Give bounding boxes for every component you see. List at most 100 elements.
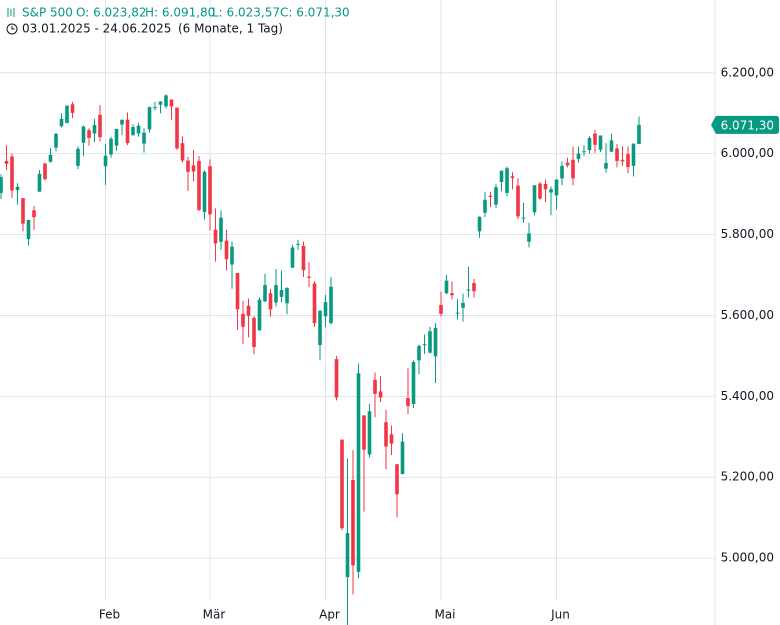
candle-body	[477, 216, 482, 232]
grid	[0, 0, 715, 600]
candle-body	[340, 439, 344, 529]
candle-body	[461, 302, 465, 308]
candle-body	[395, 464, 399, 495]
candle-body	[527, 233, 531, 242]
candle-body	[136, 125, 141, 134]
candle-body	[417, 345, 421, 361]
candle-body	[483, 199, 487, 213]
candle-body	[428, 331, 432, 353]
header: S&P 500 O: 6.023,82 H: 6.091,80 L: 6.023…	[6, 6, 350, 36]
candle-body	[65, 105, 69, 123]
candle-body	[521, 217, 526, 219]
candle-body	[488, 195, 493, 197]
candles	[0, 94, 641, 625]
y-tick-label: 5.200,00	[721, 470, 774, 484]
candle-body	[301, 245, 306, 271]
candle-body	[0, 177, 3, 193]
candle-body	[48, 154, 53, 162]
candle-body	[54, 133, 58, 148]
candle-body	[4, 160, 9, 164]
candle-body	[10, 156, 14, 191]
candle-body	[323, 302, 328, 317]
candle-body	[400, 441, 405, 474]
candle-body	[345, 533, 350, 578]
candle-body	[367, 411, 372, 455]
y-tick-label: 5.000,00	[721, 551, 774, 565]
candle-body	[213, 229, 218, 244]
candle-body	[356, 373, 361, 572]
candle-body	[164, 95, 168, 107]
ohlc-low: L: 6.023,57	[212, 6, 280, 20]
y-tick-label: 6.200,00	[721, 65, 774, 79]
candle-body	[615, 148, 619, 161]
candle-body	[510, 176, 515, 178]
candle-body	[587, 137, 592, 151]
candle-body	[318, 310, 322, 345]
candle-body	[191, 165, 196, 172]
candle-body	[186, 160, 190, 172]
candle-body	[153, 107, 157, 109]
candle-body	[472, 283, 476, 292]
candle-body	[620, 159, 625, 162]
candle-body	[285, 287, 289, 304]
candle-body	[389, 434, 394, 444]
last-price-label: 6.071,30	[721, 118, 774, 132]
candle-body	[433, 327, 438, 357]
candle-body	[334, 359, 339, 398]
candle-body	[296, 243, 300, 245]
candle-body	[466, 289, 471, 291]
clock-icon	[6, 23, 18, 35]
candle-body	[263, 285, 267, 302]
candle-body	[208, 166, 212, 215]
candle-body	[197, 160, 201, 210]
candle-body	[268, 293, 273, 310]
candle-body	[362, 415, 366, 450]
candle-body	[307, 276, 311, 278]
candle-body	[329, 286, 333, 324]
candle-body	[631, 143, 636, 166]
candle-body	[15, 186, 20, 191]
candle-body	[32, 210, 36, 218]
candle-body	[516, 185, 520, 217]
candle-body	[422, 344, 427, 346]
symbol: S&P 500	[22, 6, 73, 20]
candle-body	[76, 148, 80, 166]
candle-body	[505, 168, 509, 193]
candle-body	[147, 107, 152, 130]
x-tick-label: Feb	[99, 608, 120, 622]
candle-body	[565, 162, 570, 166]
candle-body	[598, 135, 603, 150]
candle-body	[554, 179, 559, 196]
candle-body	[444, 280, 449, 294]
candle-body	[571, 159, 575, 179]
y-tick-label: 5.800,00	[721, 227, 774, 241]
candle-body	[92, 124, 97, 134]
candle-body	[252, 317, 256, 347]
candle-body	[26, 220, 31, 240]
candle-body	[37, 173, 42, 192]
candle-body	[175, 107, 179, 149]
y-tick-label: 6.000,00	[721, 146, 774, 160]
candle-body	[43, 163, 47, 180]
date-range: 03.01.2025 - 24.06.2025	[22, 22, 171, 36]
x-tick-label: Mär	[203, 608, 226, 622]
candle-body	[378, 391, 383, 398]
last-price-tag: 6.071,30	[711, 115, 779, 134]
candle-body	[103, 155, 108, 167]
candle-body	[230, 246, 234, 265]
candle-body	[98, 114, 102, 138]
ohlc-open: O: 6.023,82	[76, 6, 147, 20]
candle-body	[81, 126, 86, 143]
candle-body	[543, 184, 548, 190]
candle-body	[549, 189, 553, 193]
candle-body	[125, 119, 130, 144]
candle-body	[169, 99, 174, 107]
candle-body	[59, 118, 64, 127]
candle-body	[274, 285, 278, 303]
candle-body	[131, 126, 135, 136]
x-tick-label: Apr	[319, 608, 340, 622]
candle-body	[455, 312, 460, 314]
ohlc-high: H: 6.091,80	[145, 6, 215, 20]
